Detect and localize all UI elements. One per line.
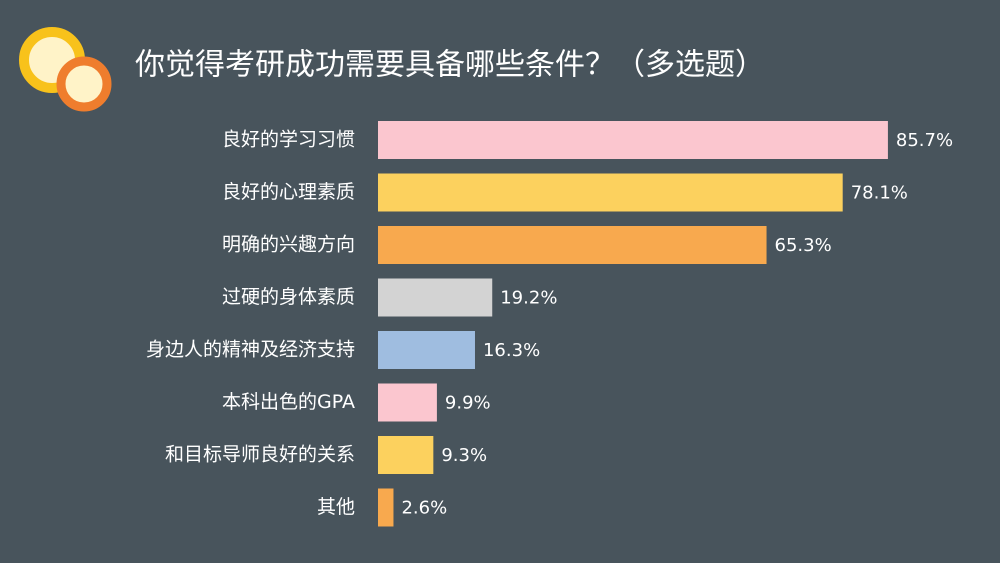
value-label: 9.3% [441,445,487,466]
value-label: 9.9% [445,393,491,414]
value-label: 85.7% [896,130,953,151]
value-label: 16.3% [483,340,540,361]
bar [378,173,843,212]
bar [378,331,475,369]
bar [378,488,394,527]
bar [378,436,434,474]
bar [378,383,437,422]
chart-title: 你觉得考研成功需要具备哪些条件？（多选题） [135,48,765,83]
category-label: 和目标导师良好的关系 [165,444,355,466]
category-label: 本科出色的GPA [222,391,355,413]
bar [378,226,767,264]
value-label: 65.3% [775,235,832,256]
category-label: 身边人的精神及经济支持 [146,339,355,361]
category-label: 良好的学习习惯 [222,129,355,151]
bar [378,121,888,159]
value-label: 78.1% [851,183,908,204]
category-label: 明确的兴趣方向 [222,234,355,256]
value-label: 19.2% [500,288,557,309]
category-label: 过硬的身体素质 [222,286,355,308]
value-label: 2.6% [401,498,447,519]
category-label: 其他 [317,496,355,518]
category-label: 良好的心理素质 [222,181,355,203]
decor-circle [56,56,112,112]
bar [378,278,493,317]
